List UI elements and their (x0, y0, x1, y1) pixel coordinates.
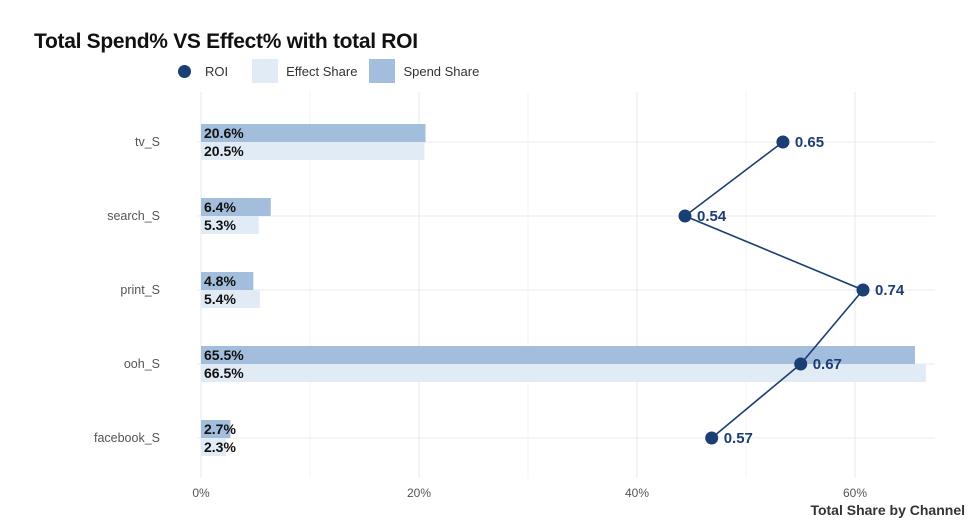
y-tick-label: search_S (107, 209, 160, 223)
roi-label: 0.65 (795, 134, 824, 151)
bar-spend-label: 4.8% (204, 273, 236, 289)
bar-effect-label: 66.5% (204, 365, 244, 381)
bar-effect (201, 290, 260, 308)
bar-spend (201, 346, 915, 364)
legend-effect-label: Effect Share (286, 63, 358, 79)
x-tick-label: 40% (625, 486, 649, 500)
legend-roi-swatch (178, 64, 191, 78)
chart-title: Total Spend% VS Effect% with total ROI (34, 30, 418, 53)
roi-label: 0.54 (697, 208, 727, 225)
roi-label: 0.74 (875, 282, 905, 299)
roi-point (776, 135, 790, 149)
roi-label: 0.57 (724, 430, 753, 447)
roi-point (794, 357, 808, 371)
bar-spend (201, 272, 254, 290)
bar-effect (201, 216, 259, 234)
bar-spend-label: 20.6% (204, 125, 244, 141)
roi-point (856, 283, 870, 297)
x-tick-label: 0% (192, 486, 210, 500)
bar-spend (201, 420, 231, 438)
bar-spend-label: 2.7% (204, 421, 236, 437)
legend-item-spend: Spend Share (369, 59, 479, 83)
bar-effect (201, 438, 227, 456)
y-tick-label: facebook_S (94, 431, 160, 445)
legend-item-roi: ROI (178, 64, 240, 79)
roi-label: 0.67 (813, 356, 842, 373)
bar-spend-label: 65.5% (204, 347, 244, 363)
bar-effect (201, 142, 425, 160)
bar-effect-label: 5.3% (204, 217, 236, 233)
x-axis-title: Total Share by Channel (810, 502, 965, 518)
y-tick-label: ooh_S (124, 357, 160, 371)
roi-point (705, 431, 719, 445)
bar-spend (201, 124, 426, 142)
bar-spend-label: 6.4% (204, 199, 236, 215)
legend-roi-label: ROI (205, 63, 229, 79)
x-tick-label: 20% (407, 486, 431, 500)
bar-effect-label: 20.5% (204, 143, 244, 159)
y-tick-label: print_S (120, 283, 160, 297)
bar-effect-label: 2.3% (204, 439, 236, 455)
bar-spend (201, 198, 271, 216)
legend-spend-label: Spend Share (403, 63, 480, 79)
roi-point (678, 209, 692, 223)
bar-effect-label: 5.4% (204, 291, 236, 307)
bar-effect (201, 364, 926, 382)
legend-item-effect: Effect Share (252, 59, 357, 83)
y-tick-label: tv_S (135, 135, 160, 149)
x-tick-label: 60% (843, 486, 867, 500)
legend-spend-swatch (369, 59, 396, 83)
legend: ROI Effect Share Spend Share (178, 58, 491, 84)
legend-effect-swatch (252, 59, 279, 83)
